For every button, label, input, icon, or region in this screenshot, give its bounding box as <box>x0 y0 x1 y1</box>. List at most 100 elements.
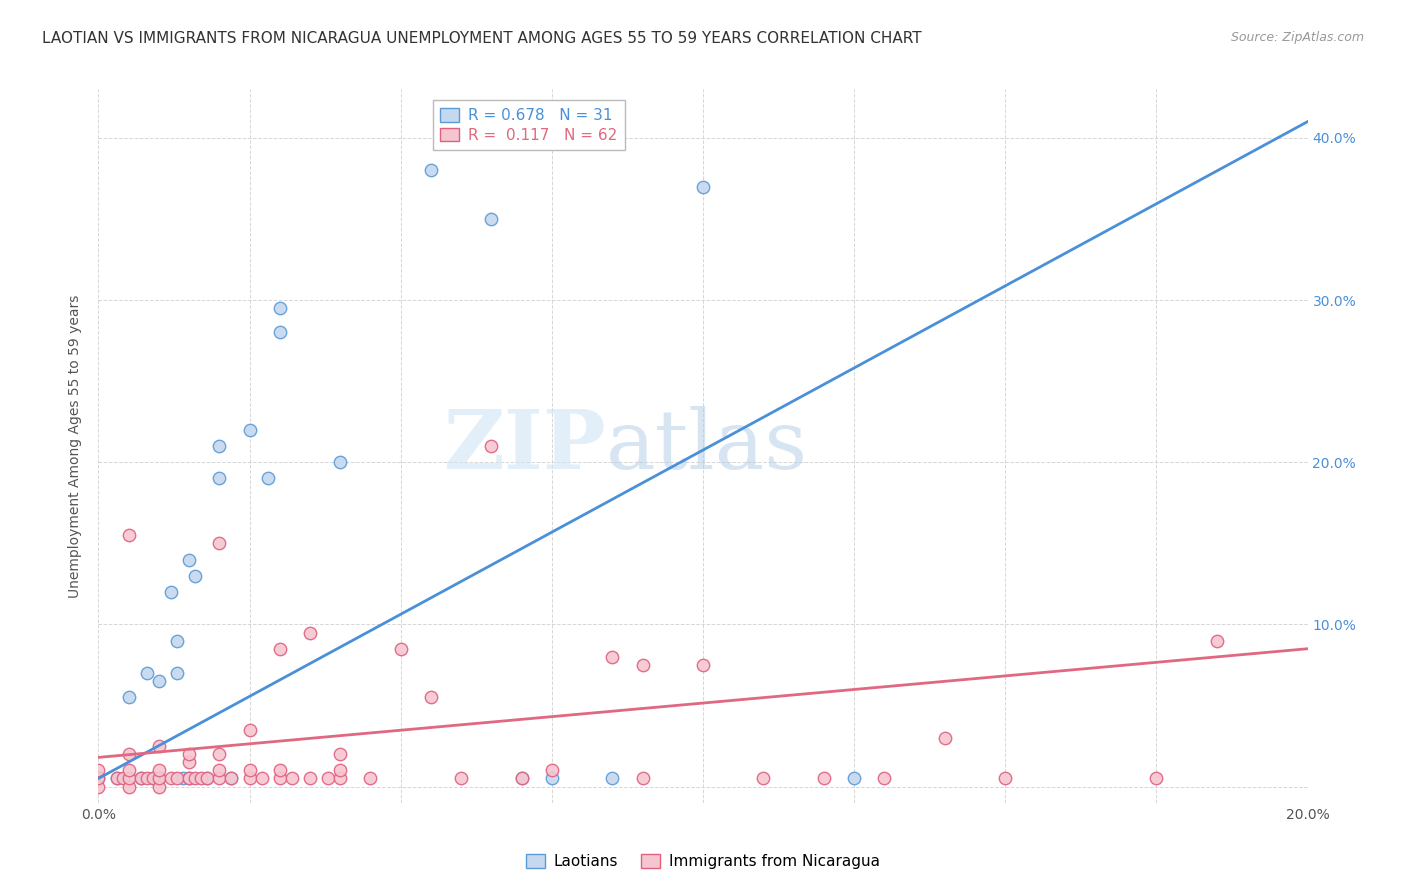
Point <box>129 772 152 786</box>
Point <box>692 657 714 672</box>
Point <box>631 657 654 672</box>
Point <box>329 747 352 761</box>
Point <box>873 772 896 786</box>
Point <box>148 764 170 778</box>
Point <box>190 772 212 786</box>
Point <box>239 723 262 737</box>
Point <box>420 163 443 178</box>
Point <box>135 772 157 786</box>
Point <box>160 772 183 786</box>
Point <box>195 772 218 786</box>
Point <box>184 772 207 786</box>
Point <box>602 772 624 786</box>
Point <box>118 690 141 705</box>
Point <box>208 471 231 485</box>
Point <box>160 585 183 599</box>
Point <box>692 179 714 194</box>
Point <box>179 756 201 770</box>
Point <box>118 747 141 761</box>
Point <box>148 772 170 786</box>
Point <box>111 772 134 786</box>
Point <box>540 772 562 786</box>
Point <box>752 772 775 786</box>
Point <box>148 772 170 786</box>
Point <box>221 772 243 786</box>
Point <box>481 211 503 226</box>
Point <box>239 772 262 786</box>
Point <box>329 455 352 469</box>
Point <box>148 739 170 753</box>
Point <box>172 772 194 786</box>
Point <box>142 772 165 786</box>
Point <box>166 633 188 648</box>
Point <box>208 747 231 761</box>
Point <box>329 772 352 786</box>
Text: ZIP: ZIP <box>444 406 606 486</box>
Point <box>195 772 218 786</box>
Point <box>299 772 322 786</box>
Point <box>179 747 201 761</box>
Point <box>179 772 201 786</box>
Point <box>510 772 533 786</box>
Point <box>118 772 141 786</box>
Point <box>1206 633 1229 648</box>
Point <box>105 772 128 786</box>
Point <box>256 471 278 485</box>
Point <box>208 536 231 550</box>
Point <box>631 772 654 786</box>
Y-axis label: Unemployment Among Ages 55 to 59 years: Unemployment Among Ages 55 to 59 years <box>69 294 83 598</box>
Point <box>208 764 231 778</box>
Point <box>239 764 262 778</box>
Point <box>221 772 243 786</box>
Point <box>299 625 322 640</box>
Point <box>208 439 231 453</box>
Point <box>269 641 291 656</box>
Point <box>934 731 956 745</box>
Point <box>105 772 128 786</box>
Point <box>179 772 201 786</box>
Point <box>844 772 866 786</box>
Point <box>148 780 170 794</box>
Point <box>1144 772 1167 786</box>
Point <box>87 772 110 786</box>
Text: Source: ZipAtlas.com: Source: ZipAtlas.com <box>1230 31 1364 45</box>
Point <box>118 764 141 778</box>
Point <box>135 666 157 681</box>
Point <box>329 764 352 778</box>
Point <box>166 666 188 681</box>
Point <box>87 780 110 794</box>
Point <box>813 772 835 786</box>
Point <box>269 326 291 340</box>
Point <box>208 772 231 786</box>
Point <box>602 649 624 664</box>
Point <box>148 674 170 689</box>
Legend: Laotians, Immigrants from Nicaragua: Laotians, Immigrants from Nicaragua <box>520 848 886 875</box>
Point <box>239 423 262 437</box>
Point <box>118 780 141 794</box>
Point <box>269 764 291 778</box>
Point <box>87 772 110 786</box>
Point <box>481 439 503 453</box>
Point <box>87 764 110 778</box>
Point <box>281 772 304 786</box>
Point <box>510 772 533 786</box>
Text: atlas: atlas <box>606 406 808 486</box>
Point <box>269 301 291 315</box>
Text: LAOTIAN VS IMMIGRANTS FROM NICARAGUA UNEMPLOYMENT AMONG AGES 55 TO 59 YEARS CORR: LAOTIAN VS IMMIGRANTS FROM NICARAGUA UNE… <box>42 31 922 46</box>
Point <box>118 528 141 542</box>
Point <box>360 772 382 786</box>
Point <box>184 568 207 582</box>
Point <box>129 772 152 786</box>
Point <box>540 764 562 778</box>
Point <box>269 772 291 786</box>
Point <box>450 772 472 786</box>
Point <box>166 772 188 786</box>
Legend: R = 0.678   N = 31, R =  0.117   N = 62: R = 0.678 N = 31, R = 0.117 N = 62 <box>433 101 624 151</box>
Point <box>179 552 201 566</box>
Point <box>389 641 412 656</box>
Point <box>250 772 273 786</box>
Point <box>994 772 1017 786</box>
Point <box>316 772 339 786</box>
Point <box>420 690 443 705</box>
Point <box>142 772 165 786</box>
